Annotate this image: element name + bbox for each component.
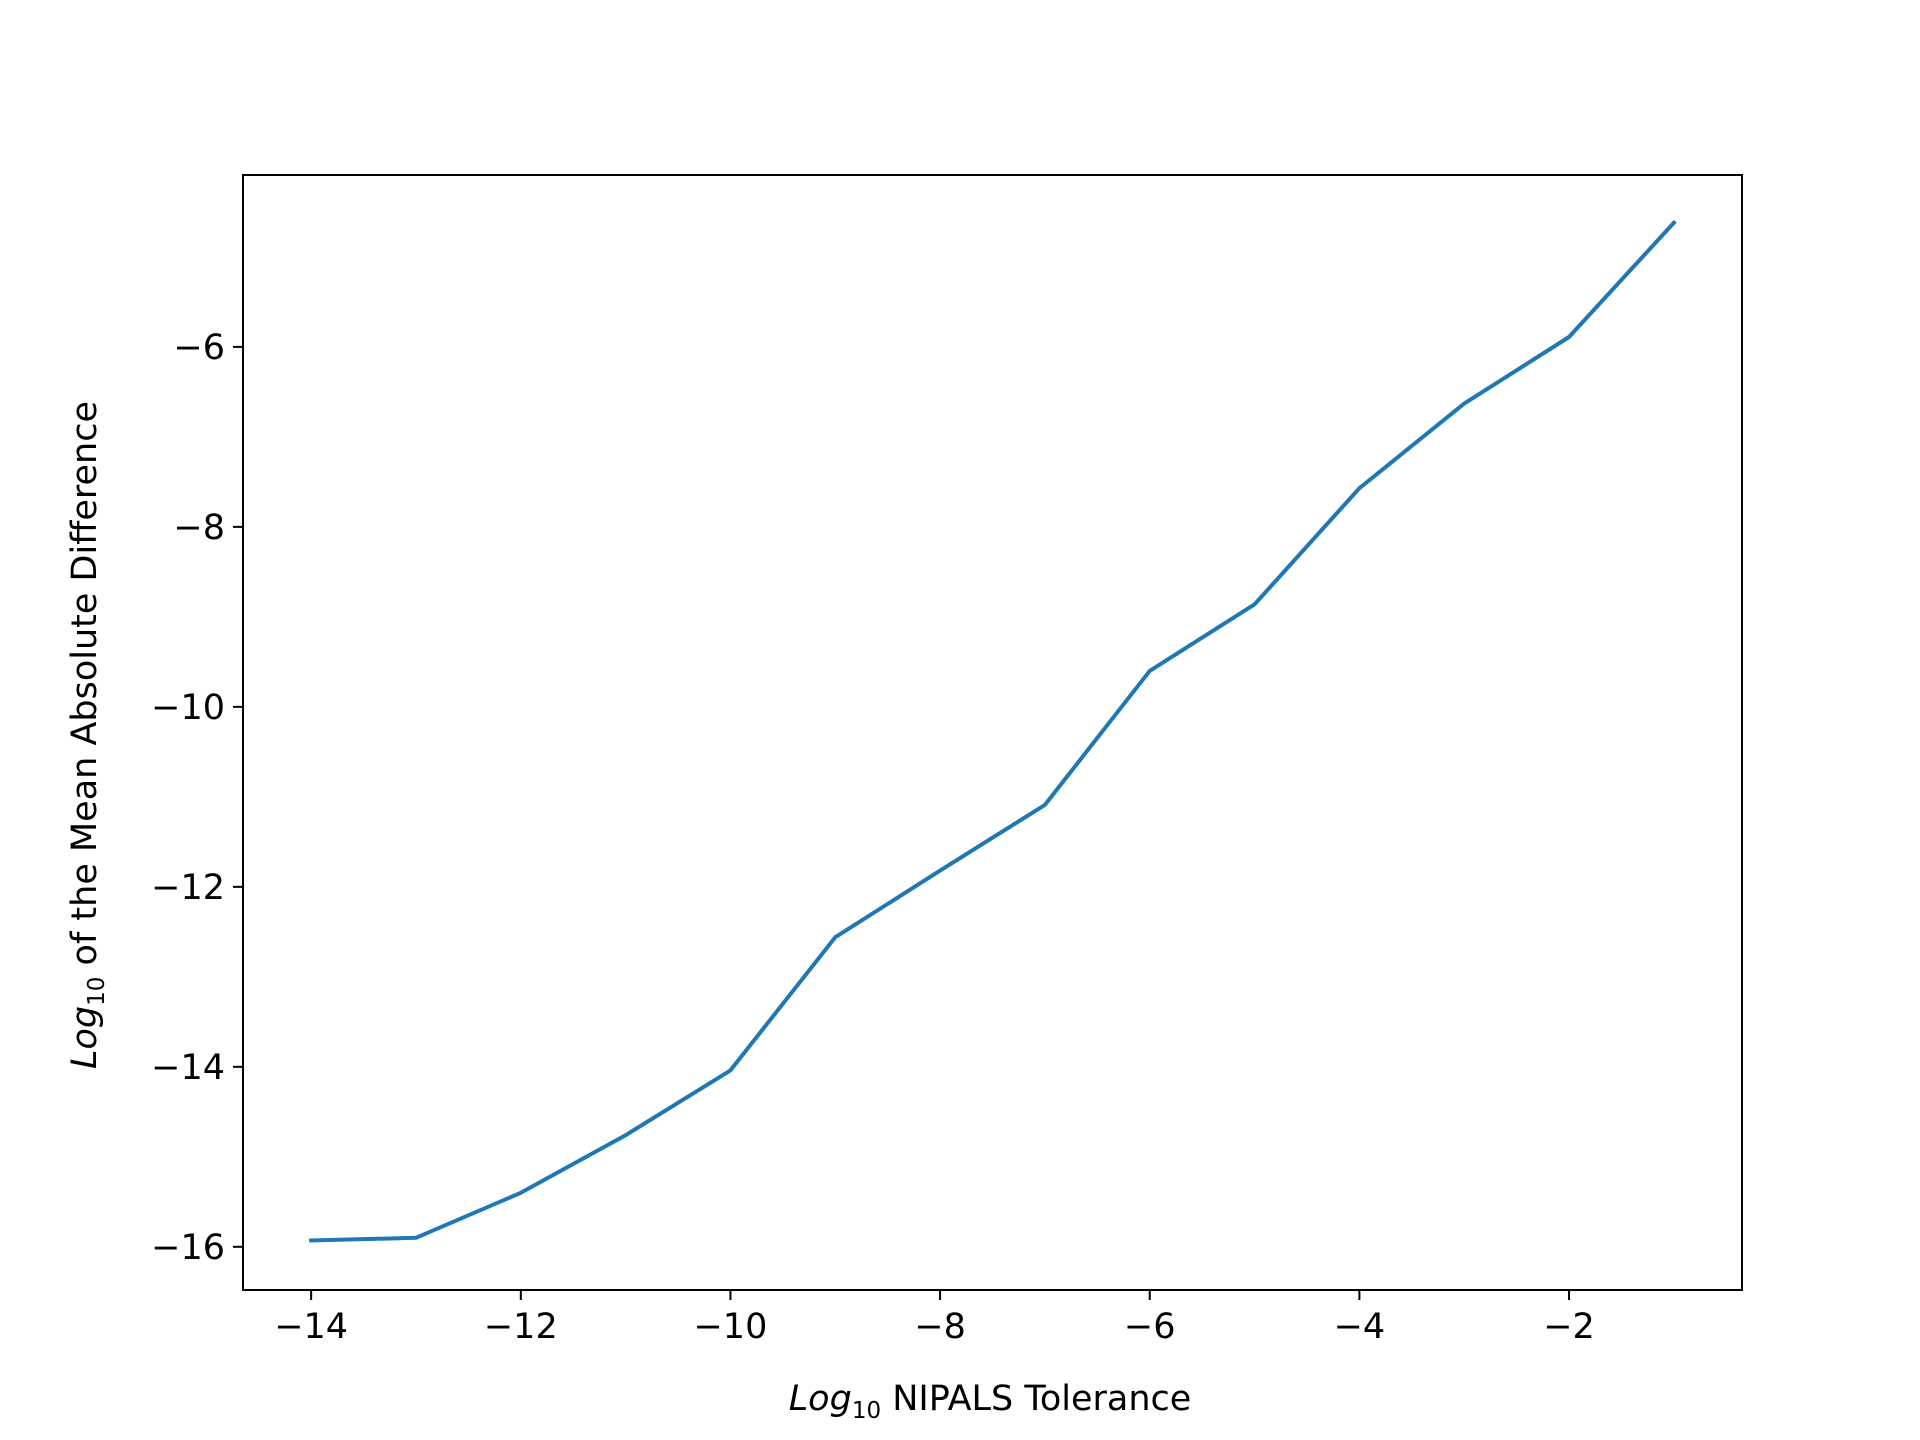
y-tick-label: −12: [151, 868, 225, 908]
x-tick-label: −4: [1334, 1307, 1386, 1347]
x-tick-label: −6: [1124, 1307, 1176, 1347]
x-axis-ticks: −14 −12 −10 −8 −6 −4 −2: [274, 1290, 1595, 1347]
x-tick-label: −14: [274, 1307, 348, 1347]
x-tick-label: −10: [693, 1307, 767, 1347]
x-axis-label-text: NIPALS Tolerance: [881, 1379, 1191, 1419]
y-axis-label: Log10 of the Mean Absolute Difference: [65, 401, 110, 1069]
plot-frame: [242, 174, 1743, 1291]
x-axis-label: Log10 NIPALS Tolerance: [789, 1379, 1192, 1424]
y-tick-label: −8: [173, 508, 225, 548]
y-axis-ticks: −16 −14 −12 −10 −8 −6: [151, 328, 243, 1268]
y-tick-label: −14: [151, 1048, 225, 1088]
x-tick-label: −2: [1543, 1307, 1595, 1347]
x-tick-label: −8: [914, 1307, 966, 1347]
y-axis-label-text: of the Mean Absolute Difference: [65, 401, 105, 977]
y-axis-label-subscript: 10: [84, 977, 110, 1006]
series-line: [309, 219, 1677, 1243]
x-tick-label: −12: [484, 1307, 558, 1347]
y-tick-label: −16: [151, 1228, 225, 1268]
y-axis-label-log: Log: [65, 1006, 105, 1069]
y-tick-label: −6: [173, 328, 225, 368]
x-axis-label-subscript: 10: [852, 1398, 881, 1424]
y-tick-label: −10: [151, 688, 225, 728]
series-layer: [309, 219, 1677, 1243]
x-axis-label-log: Log: [789, 1379, 852, 1419]
